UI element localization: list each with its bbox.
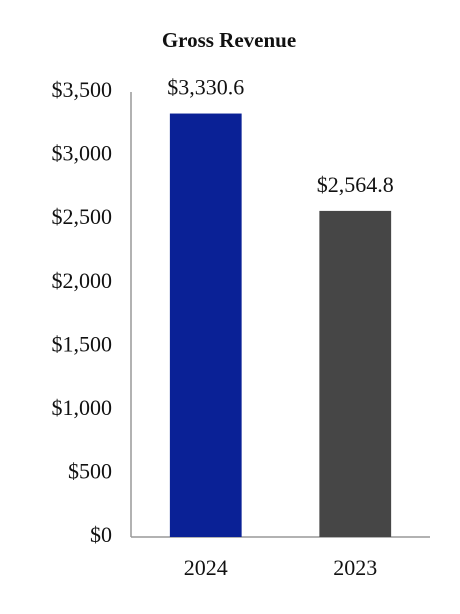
value-label: $2,564.8 (317, 172, 394, 197)
y-tick-label: $0 (90, 522, 112, 547)
bar (319, 210, 392, 538)
chart-title: Gross Revenue (162, 28, 296, 52)
bar (169, 113, 242, 538)
y-tick-label: $1,500 (52, 331, 113, 356)
value-label: $3,330.6 (167, 75, 244, 100)
x-tick-label: 2023 (333, 555, 377, 580)
y-tick-label: $3,500 (52, 77, 113, 102)
y-tick-label: $1,000 (52, 395, 113, 420)
y-tick-label: $2,000 (52, 268, 113, 293)
x-tick-label: 2024 (184, 555, 228, 580)
y-tick-label: $3,000 (52, 141, 113, 166)
y-tick-label: $500 (68, 458, 112, 483)
y-tick-label: $2,500 (52, 204, 113, 229)
